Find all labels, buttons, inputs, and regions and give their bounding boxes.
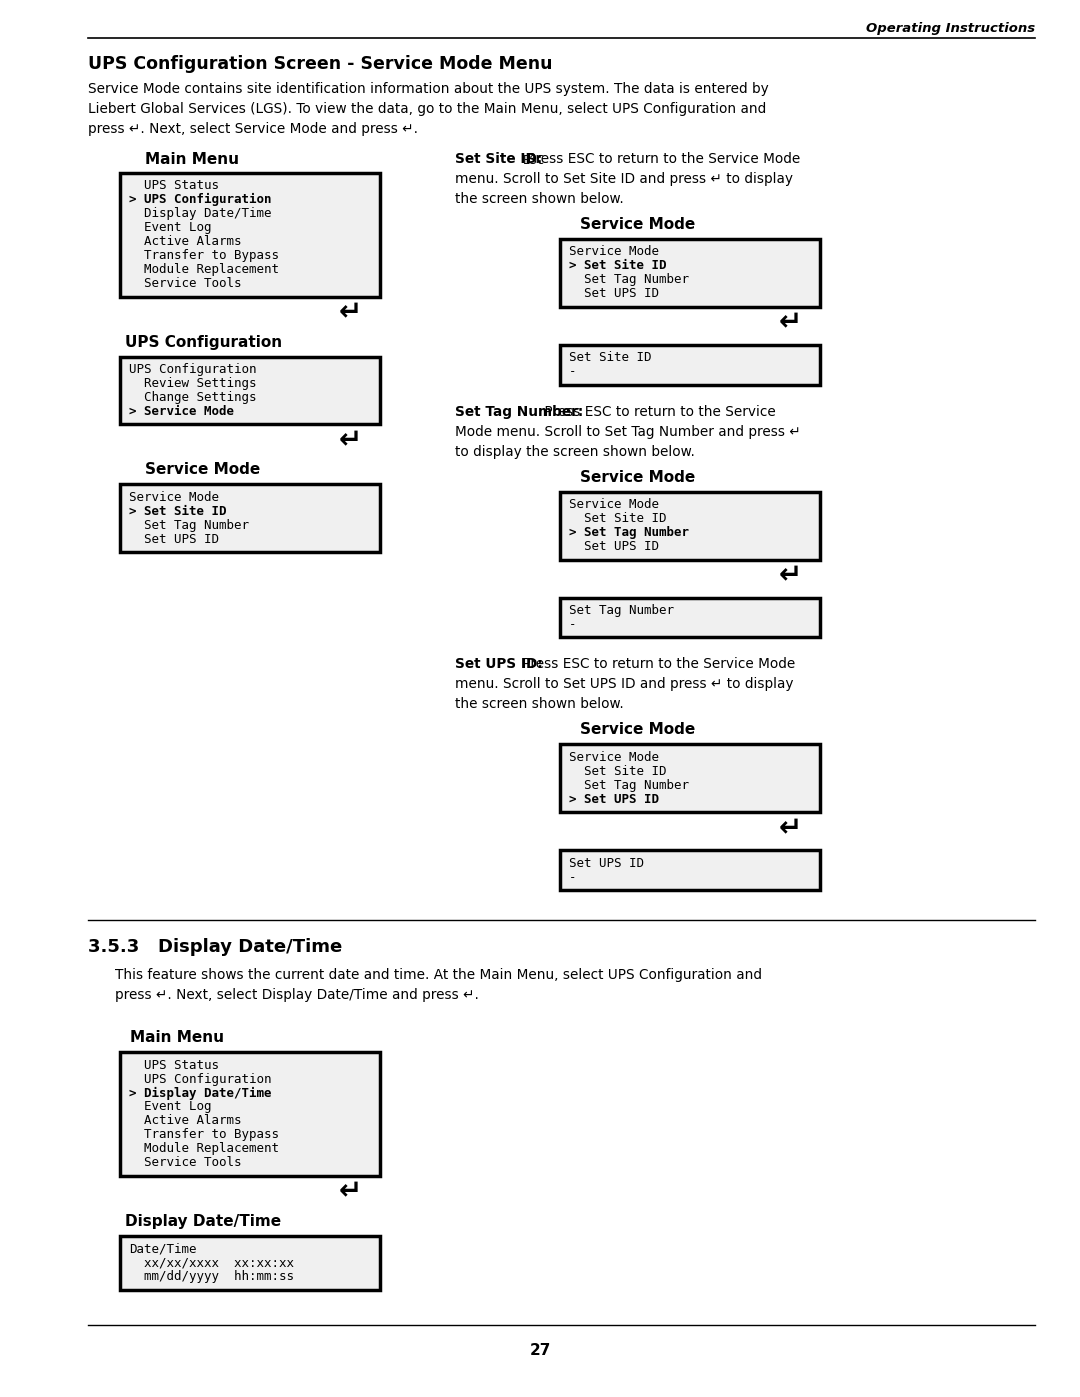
Text: -: - xyxy=(569,365,577,379)
Text: Event Log: Event Log xyxy=(129,1101,212,1113)
Bar xyxy=(120,173,380,296)
Text: to display the screen shown below.: to display the screen shown below. xyxy=(455,444,694,458)
Text: Display Date/Time: Display Date/Time xyxy=(129,207,271,221)
Text: 27: 27 xyxy=(529,1343,551,1358)
Text: Set Site ID: Set Site ID xyxy=(569,351,651,365)
Text: This feature shows the current date and time. At the Main Menu, select UPS Confi: This feature shows the current date and … xyxy=(114,968,762,982)
Text: ↵: ↵ xyxy=(779,309,801,337)
Text: Set UPS ID:: Set UPS ID: xyxy=(455,658,543,672)
Text: Set Tag Number:: Set Tag Number: xyxy=(455,405,583,419)
Bar xyxy=(561,745,820,812)
Text: -: - xyxy=(569,870,577,884)
Text: xx/xx/xxxx  xx:xx:xx: xx/xx/xxxx xx:xx:xx xyxy=(129,1256,294,1268)
Text: Service Mode: Service Mode xyxy=(569,750,659,764)
Text: Main Menu: Main Menu xyxy=(145,152,239,168)
Text: Press ESC to return to the Service Mode: Press ESC to return to the Service Mode xyxy=(523,152,800,166)
Text: Set Site ID: Set Site ID xyxy=(569,513,666,525)
Text: Press ESC to return to the Service Mode: Press ESC to return to the Service Mode xyxy=(517,658,795,672)
Text: ESC: ESC xyxy=(523,154,545,168)
Text: > Set Site ID: > Set Site ID xyxy=(129,504,227,518)
Text: Set Tag Number: Set Tag Number xyxy=(129,518,249,532)
Text: Service Mode contains site identification information about the UPS system. The : Service Mode contains site identificatio… xyxy=(87,82,769,96)
Text: > UPS Configuration: > UPS Configuration xyxy=(129,193,271,207)
Text: ↵: ↵ xyxy=(338,426,362,454)
Text: Date/Time: Date/Time xyxy=(129,1242,197,1255)
Text: > Set Site ID: > Set Site ID xyxy=(569,260,666,272)
Text: UPS Configuration Screen - Service Mode Menu: UPS Configuration Screen - Service Mode … xyxy=(87,54,553,73)
Bar xyxy=(561,239,820,307)
Text: Set Tag Number: Set Tag Number xyxy=(569,778,689,792)
Text: 3.5.3   Display Date/Time: 3.5.3 Display Date/Time xyxy=(87,939,342,956)
Text: Transfer to Bypass: Transfer to Bypass xyxy=(129,249,279,263)
Text: menu. Scroll to Set UPS ID and press ↵ to display: menu. Scroll to Set UPS ID and press ↵ t… xyxy=(455,678,794,692)
Bar xyxy=(120,356,380,425)
Text: UPS Configuration: UPS Configuration xyxy=(129,363,257,376)
Text: Service Mode: Service Mode xyxy=(569,499,659,511)
Text: > Display Date/Time: > Display Date/Time xyxy=(129,1087,271,1099)
Bar xyxy=(120,1236,380,1289)
Text: Main Menu: Main Menu xyxy=(130,1030,224,1045)
Text: Mode menu. Scroll to Set Tag Number and press ↵: Mode menu. Scroll to Set Tag Number and … xyxy=(455,425,800,439)
Text: menu. Scroll to Set Site ID and press ↵ to display: menu. Scroll to Set Site ID and press ↵ … xyxy=(455,172,793,186)
Text: Service Mode: Service Mode xyxy=(580,217,696,232)
Text: ↵: ↵ xyxy=(338,1178,362,1206)
Text: Active Alarms: Active Alarms xyxy=(129,235,242,249)
Text: Service Mode: Service Mode xyxy=(145,462,260,478)
Text: Liebert Global Services (LGS). To view the data, go to the Main Menu, select UPS: Liebert Global Services (LGS). To view t… xyxy=(87,102,766,116)
Text: Set Site ID: Set Site ID xyxy=(569,764,666,778)
Bar xyxy=(561,851,820,890)
Text: > Service Mode: > Service Mode xyxy=(129,405,234,418)
Text: Service Tools: Service Tools xyxy=(129,1157,242,1169)
Text: UPS Configuration: UPS Configuration xyxy=(129,1073,271,1085)
Bar xyxy=(561,492,820,560)
Text: UPS Configuration: UPS Configuration xyxy=(125,335,282,349)
Text: Set UPS ID: Set UPS ID xyxy=(569,541,659,553)
Text: Service Mode: Service Mode xyxy=(129,490,219,504)
Text: Event Log: Event Log xyxy=(129,221,212,235)
Text: Set Site ID:: Set Site ID: xyxy=(455,152,542,166)
Text: Set UPS ID: Set UPS ID xyxy=(569,288,659,300)
Text: press ↵. Next, select Display Date/Time and press ↵.: press ↵. Next, select Display Date/Time … xyxy=(114,988,478,1002)
Text: Module Replacement: Module Replacement xyxy=(129,1143,279,1155)
Text: mm/dd/yyyy  hh:mm:ss: mm/dd/yyyy hh:mm:ss xyxy=(129,1270,294,1282)
Text: UPS Status: UPS Status xyxy=(129,179,219,193)
Text: Change Settings: Change Settings xyxy=(129,391,257,404)
Text: press ↵. Next, select Service Mode and press ↵.: press ↵. Next, select Service Mode and p… xyxy=(87,122,418,136)
Text: Set UPS ID: Set UPS ID xyxy=(129,532,219,546)
Text: Active Alarms: Active Alarms xyxy=(129,1115,242,1127)
Text: UPS Status: UPS Status xyxy=(129,1059,219,1071)
Text: Module Replacement: Module Replacement xyxy=(129,263,279,277)
Text: Service Mode: Service Mode xyxy=(569,246,659,258)
Text: Press ESC to return to the Service: Press ESC to return to the Service xyxy=(540,405,777,419)
Text: Service Tools: Service Tools xyxy=(129,277,242,291)
Text: Display Date/Time: Display Date/Time xyxy=(125,1214,281,1229)
Text: ↵: ↵ xyxy=(779,814,801,842)
Text: -: - xyxy=(569,617,577,631)
Bar xyxy=(120,1052,380,1176)
Text: Service Mode: Service Mode xyxy=(580,469,696,485)
Text: Set UPS ID: Set UPS ID xyxy=(569,856,644,870)
Text: Operating Instructions: Operating Instructions xyxy=(866,22,1035,35)
Text: ↵: ↵ xyxy=(779,562,801,590)
Text: the screen shown below.: the screen shown below. xyxy=(455,697,624,711)
Text: ↵: ↵ xyxy=(338,299,362,327)
Text: Set Tag Number: Set Tag Number xyxy=(569,604,674,617)
Text: Service Mode: Service Mode xyxy=(580,722,696,738)
Bar xyxy=(561,345,820,384)
Text: Review Settings: Review Settings xyxy=(129,377,257,390)
Bar xyxy=(120,485,380,552)
Text: > Set Tag Number: > Set Tag Number xyxy=(569,527,689,539)
Text: > Set UPS ID: > Set UPS ID xyxy=(569,792,659,806)
Text: the screen shown below.: the screen shown below. xyxy=(455,191,624,205)
Text: Transfer to Bypass: Transfer to Bypass xyxy=(129,1129,279,1141)
Text: Set Tag Number: Set Tag Number xyxy=(569,274,689,286)
Bar xyxy=(561,598,820,637)
